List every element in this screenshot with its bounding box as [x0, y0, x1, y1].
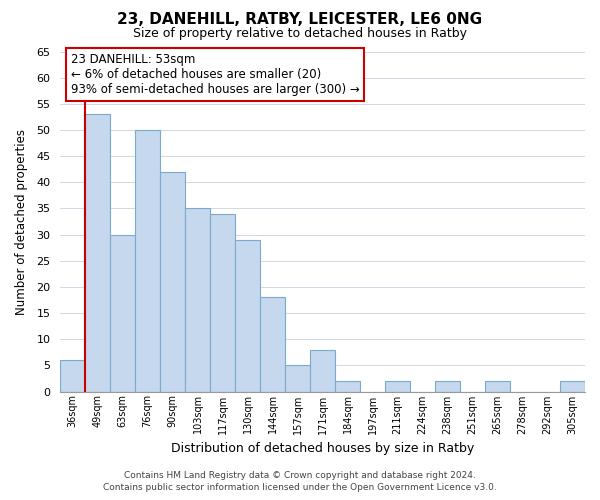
Bar	[485, 381, 510, 392]
Bar	[160, 172, 185, 392]
Y-axis label: Number of detached properties: Number of detached properties	[15, 128, 28, 314]
Bar	[310, 350, 335, 392]
Bar	[385, 381, 410, 392]
Bar	[60, 360, 85, 392]
Text: Size of property relative to detached houses in Ratby: Size of property relative to detached ho…	[133, 28, 467, 40]
Bar	[85, 114, 110, 392]
Bar	[285, 366, 310, 392]
Text: Contains HM Land Registry data © Crown copyright and database right 2024.
Contai: Contains HM Land Registry data © Crown c…	[103, 471, 497, 492]
Text: 23, DANEHILL, RATBY, LEICESTER, LE6 0NG: 23, DANEHILL, RATBY, LEICESTER, LE6 0NG	[118, 12, 482, 28]
Bar	[210, 214, 235, 392]
Bar	[335, 381, 360, 392]
Bar	[185, 208, 210, 392]
Bar	[260, 298, 285, 392]
Bar	[235, 240, 260, 392]
X-axis label: Distribution of detached houses by size in Ratby: Distribution of detached houses by size …	[171, 442, 474, 455]
Bar	[110, 234, 135, 392]
Bar	[135, 130, 160, 392]
Text: 23 DANEHILL: 53sqm
← 6% of detached houses are smaller (20)
93% of semi-detached: 23 DANEHILL: 53sqm ← 6% of detached hous…	[71, 53, 359, 96]
Bar	[435, 381, 460, 392]
Bar	[560, 381, 585, 392]
